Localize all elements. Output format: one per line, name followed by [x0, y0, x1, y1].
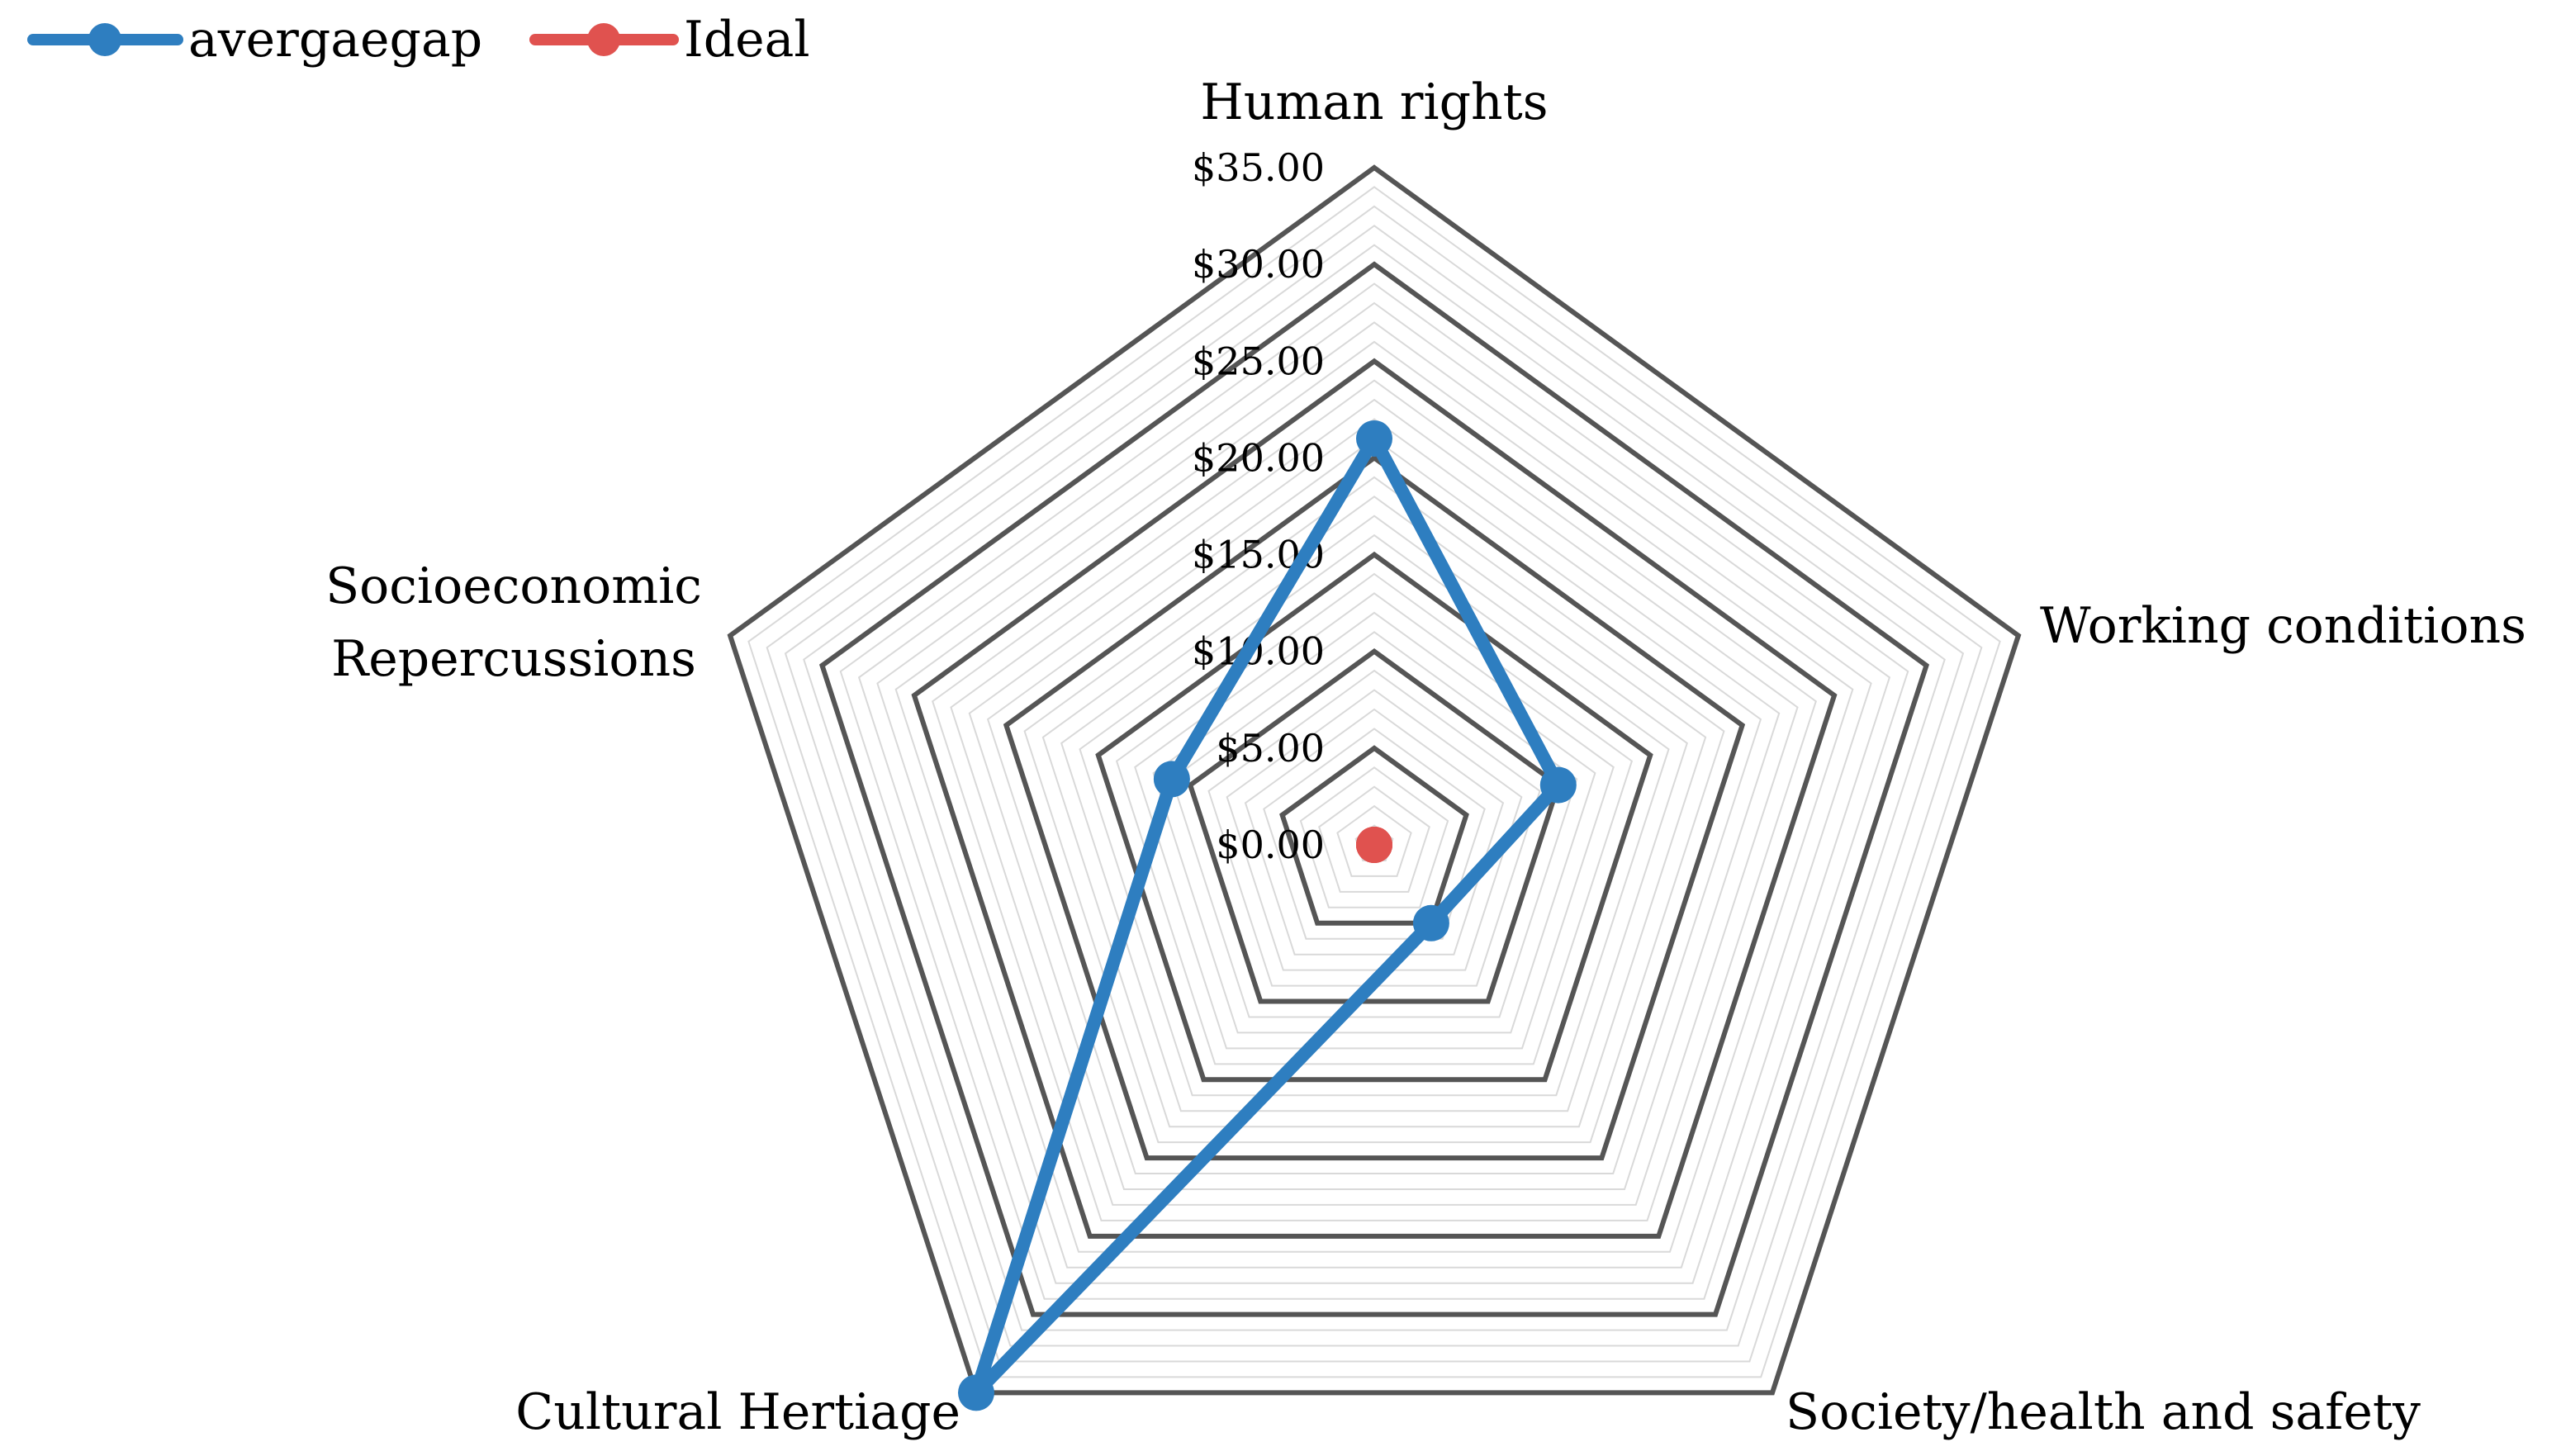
data-point-ideal — [1356, 827, 1392, 863]
data-point-avergaegap — [1412, 904, 1449, 941]
axis-label: Cultural Hertiage — [515, 1383, 960, 1441]
minor-grid-ring — [839, 282, 1909, 1300]
radial-tick-label: $5.00 — [1216, 726, 1325, 771]
axis-label: Human rights — [1200, 74, 1548, 131]
major-grid-ring — [1095, 551, 1653, 1083]
radial-tick-label: $35.00 — [1192, 145, 1325, 190]
minor-grid-ring — [1115, 572, 1634, 1065]
minor-grid-ring — [876, 321, 1872, 1269]
minor-grid-ring — [784, 225, 1965, 1347]
minor-grid-ring — [1134, 592, 1615, 1050]
axis-labels: Human rights Working conditions Society/he… — [325, 74, 2526, 1441]
minor-grid-ring — [1263, 728, 1486, 940]
legend-item-avergaegap[interactable]: avergaegap — [27, 11, 482, 69]
radial-tick-label: $30.00 — [1192, 242, 1325, 287]
minor-grid-ring — [932, 379, 1817, 1221]
minor-grid-ring — [1023, 476, 1725, 1144]
minor-grid-ring — [1299, 766, 1449, 908]
legend-label-avergaegap: avergaegap — [188, 11, 482, 69]
minor-grid-ring — [1060, 515, 1688, 1112]
radial-tick-label: $25.00 — [1192, 339, 1325, 383]
legend: avergaegap Ideal — [27, 11, 810, 69]
minor-grid-ring — [803, 244, 1946, 1331]
legend-item-ideal[interactable]: Ideal — [529, 11, 810, 69]
radial-tick-label: $0.00 — [1216, 823, 1325, 867]
axis-label: Repercussions — [331, 630, 696, 688]
minor-grid-ring — [1318, 785, 1430, 893]
minor-grid-ring — [1226, 689, 1523, 971]
minor-grid-ring — [857, 301, 1891, 1284]
major-grid-ring — [818, 261, 1930, 1317]
minor-grid-ring — [950, 398, 1799, 1206]
legend-label-ideal: Ideal — [684, 11, 810, 69]
data-point-avergaegap — [958, 1374, 994, 1411]
axis-label: Working conditions — [2040, 597, 2526, 655]
minor-grid-ring — [1041, 496, 1707, 1128]
minor-grid-ring — [968, 418, 1781, 1190]
legend-marker-dot-ideal — [587, 23, 620, 56]
minor-grid-ring — [766, 205, 1983, 1363]
axis-label: Socioeconomic — [325, 557, 702, 615]
major-grid-ring — [1003, 454, 1746, 1161]
data-point-avergaegap — [1153, 761, 1190, 798]
data-point-avergaegap — [1539, 766, 1577, 804]
major-grid-ring — [911, 358, 1838, 1239]
major-grid-ring — [1187, 647, 1562, 1004]
series-line-avergaegap — [970, 424, 1567, 1397]
data-point-avergaegap — [1356, 420, 1392, 457]
minor-grid — [747, 186, 2001, 1378]
minor-grid-ring — [1079, 534, 1670, 1097]
major-grid — [727, 164, 2022, 1396]
minor-grid-ring — [747, 186, 2001, 1378]
radial-tick-label: $20.00 — [1192, 435, 1325, 480]
minor-grid-ring — [986, 437, 1762, 1174]
series-layer — [958, 420, 1577, 1411]
axis-label: Society/health and safety — [1786, 1383, 2421, 1441]
major-grid-ring — [727, 164, 2022, 1396]
legend-marker-dot-avergaegap — [88, 23, 121, 56]
minor-grid-ring — [1244, 708, 1505, 956]
major-grid-ring — [1279, 745, 1469, 926]
minor-grid-ring — [1336, 804, 1412, 877]
minor-grid-ring — [894, 340, 1854, 1253]
